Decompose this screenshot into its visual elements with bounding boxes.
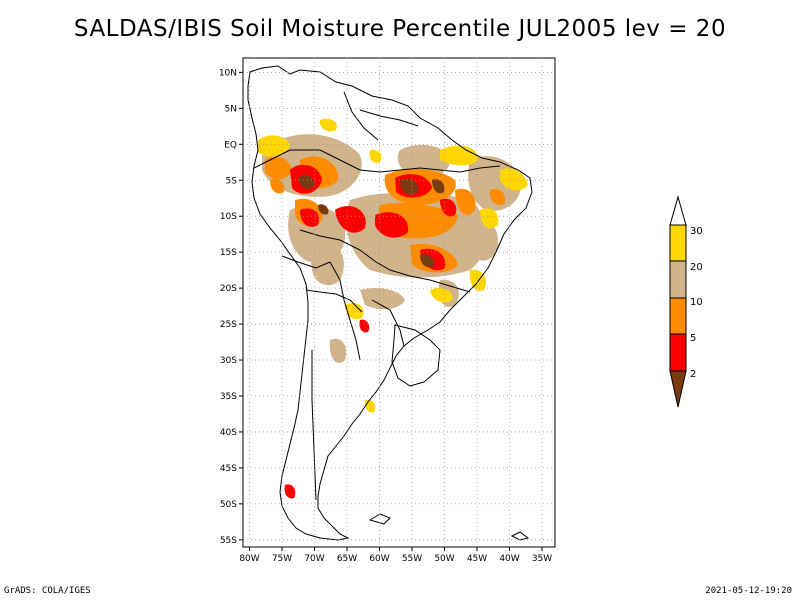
lat-tick-label: 55S [220,536,237,546]
lon-tick-label: 45W [467,554,487,564]
lat-tick-label: 50S [220,500,237,510]
lon-tick-label: 50W [434,554,454,564]
lat-axis: 10N 5N EQ 5S 10S 15S 20S 25S 30S 35S 40S 45S 50S 55S [219,68,243,546]
lon-tick-label: 80W [239,554,259,564]
colorbar: 30 20 10 5 2 [669,195,703,408]
cbar-label-30: 30 [690,226,703,237]
lat-tick-label: 40S [220,428,237,438]
footer-credit: GrADS: COLA/IGES [4,586,91,596]
cbar-gt30 [669,195,687,226]
lat-tick-label: 45S [220,464,237,474]
lon-tick-label: 70W [304,554,324,564]
lat-tick-label: 10N [219,68,237,78]
cbar-label-10: 10 [690,297,703,308]
map-title: SALDAS/IBIS Soil Moisture Percentile JUL… [73,16,727,42]
cbar-10-20 [669,260,687,299]
lat-tick-label: 25S [220,320,237,330]
percentile-shading [258,118,528,499]
footer-timestamp: 2021-05-12-19:20 [705,586,792,596]
shade-lt-2 [298,175,445,268]
cbar-2-5 [669,333,687,372]
cbar-label-20: 20 [690,262,703,273]
lat-tick-label: EQ [224,140,237,150]
plot-frame [242,57,556,548]
lat-tick-label: 5S [226,176,238,186]
lon-tick-label: 65W [337,554,357,564]
lat-tick-label: 5N [225,104,237,114]
lon-tick-label: 75W [272,554,292,564]
cbar-lt2 [669,370,687,408]
coastlines [247,65,533,541]
lat-tick-label: 20S [220,284,237,294]
cbar-5-10 [669,297,687,335]
lon-tick-label: 40W [499,554,519,564]
lat-tick-label: 15S [220,248,237,258]
lon-tick-label: 35W [532,554,552,564]
cbar-label-2: 2 [690,369,696,380]
lat-tick-label: 10S [220,212,237,222]
shade-20-30 [258,118,528,413]
lon-axis: 80W 75W 70W 65W 60W 55W 50W 45W 40W 35W [239,547,552,564]
gridlines [243,58,555,547]
lon-tick-label: 60W [369,554,389,564]
lat-tick-label: 30S [220,356,237,366]
cbar-20-30 [669,224,687,262]
cbar-label-5: 5 [690,333,696,344]
lon-tick-label: 55W [402,554,422,564]
lat-tick-label: 35S [220,392,237,402]
